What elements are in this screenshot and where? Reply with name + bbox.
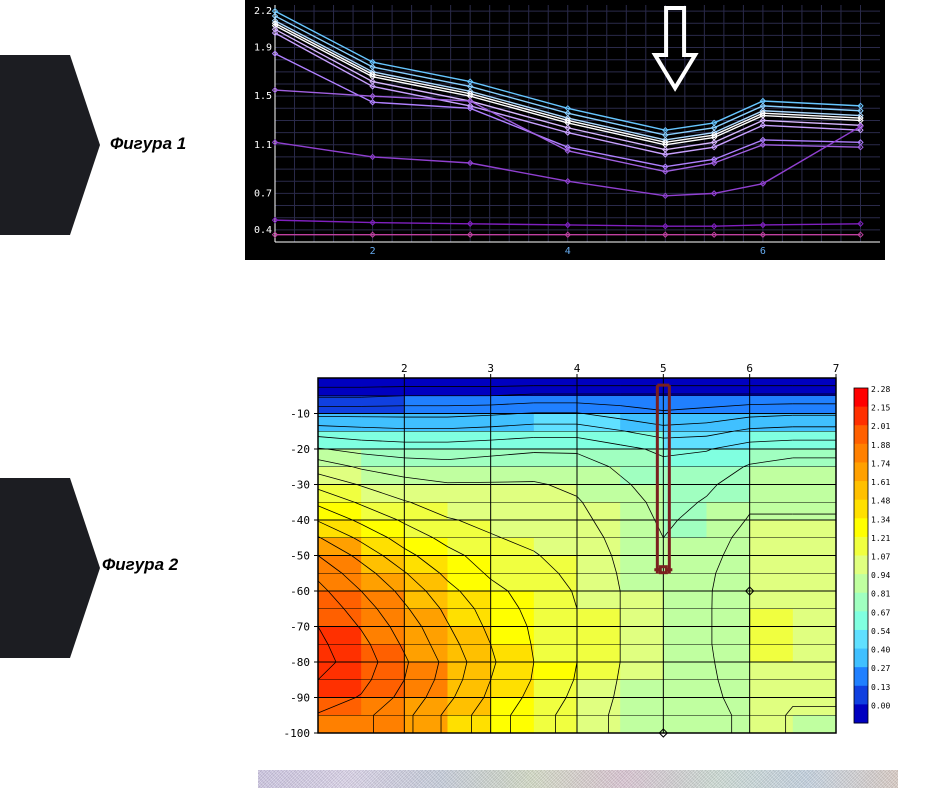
svg-text:4: 4 xyxy=(565,246,571,257)
svg-text:2.2: 2.2 xyxy=(254,6,272,17)
line-chart: 0.4 0.7 1.1 1.5 1.9 2.2 2 4 6 xyxy=(245,0,885,260)
svg-text:0.4: 0.4 xyxy=(254,225,272,236)
svg-text:7: 7 xyxy=(833,362,840,375)
svg-text:-60: -60 xyxy=(290,585,310,598)
svg-text:0.00: 0.00 xyxy=(871,701,890,710)
svg-text:1.88: 1.88 xyxy=(871,441,890,450)
svg-text:-50: -50 xyxy=(290,550,310,563)
svg-text:2.28: 2.28 xyxy=(871,385,890,394)
svg-text:0.54: 0.54 xyxy=(871,627,890,636)
svg-text:1.61: 1.61 xyxy=(871,478,890,487)
figure1-arrow-shape xyxy=(0,55,100,235)
svg-text:1.21: 1.21 xyxy=(871,534,890,543)
svg-text:0.81: 0.81 xyxy=(871,590,890,599)
svg-text:-20: -20 xyxy=(290,443,310,456)
svg-text:-40: -40 xyxy=(290,514,310,527)
figure2-label: Фигура 2 xyxy=(102,555,178,575)
svg-text:4: 4 xyxy=(574,362,581,375)
noise-strip xyxy=(258,770,898,788)
svg-text:0.40: 0.40 xyxy=(871,646,890,655)
figure1-label: Фигура 1 xyxy=(110,134,186,154)
svg-text:-30: -30 xyxy=(290,479,310,492)
svg-text:-80: -80 xyxy=(290,656,310,669)
svg-text:5: 5 xyxy=(660,362,667,375)
contour-heatmap: 2 3 4 5 6 7 -10 -20 -30 -40 -50 -60 -70 -80 -90 -100 2.2… xyxy=(258,358,898,748)
svg-text:1.34: 1.34 xyxy=(871,515,890,524)
svg-text:1.48: 1.48 xyxy=(871,497,890,506)
svg-text:1.1: 1.1 xyxy=(254,140,272,151)
svg-text:1.07: 1.07 xyxy=(871,553,890,562)
svg-text:-10: -10 xyxy=(290,408,310,421)
svg-text:2: 2 xyxy=(401,362,408,375)
svg-text:0.94: 0.94 xyxy=(871,571,890,580)
svg-text:0.67: 0.67 xyxy=(871,608,890,617)
svg-text:1.9: 1.9 xyxy=(254,43,272,54)
svg-text:1.74: 1.74 xyxy=(871,459,890,468)
figure2-arrow-shape xyxy=(0,478,100,658)
svg-text:0.13: 0.13 xyxy=(871,683,890,692)
svg-text:-70: -70 xyxy=(290,621,310,634)
svg-text:6: 6 xyxy=(760,246,766,257)
svg-text:-90: -90 xyxy=(290,692,310,705)
svg-text:2.15: 2.15 xyxy=(871,404,890,413)
svg-text:0.27: 0.27 xyxy=(871,664,890,673)
svg-text:0.7: 0.7 xyxy=(254,188,272,199)
svg-text:1.5: 1.5 xyxy=(254,91,272,102)
svg-text:2: 2 xyxy=(370,246,376,257)
svg-text:-100: -100 xyxy=(284,727,311,740)
svg-text:6: 6 xyxy=(746,362,753,375)
svg-text:2.01: 2.01 xyxy=(871,422,890,431)
svg-text:3: 3 xyxy=(487,362,494,375)
